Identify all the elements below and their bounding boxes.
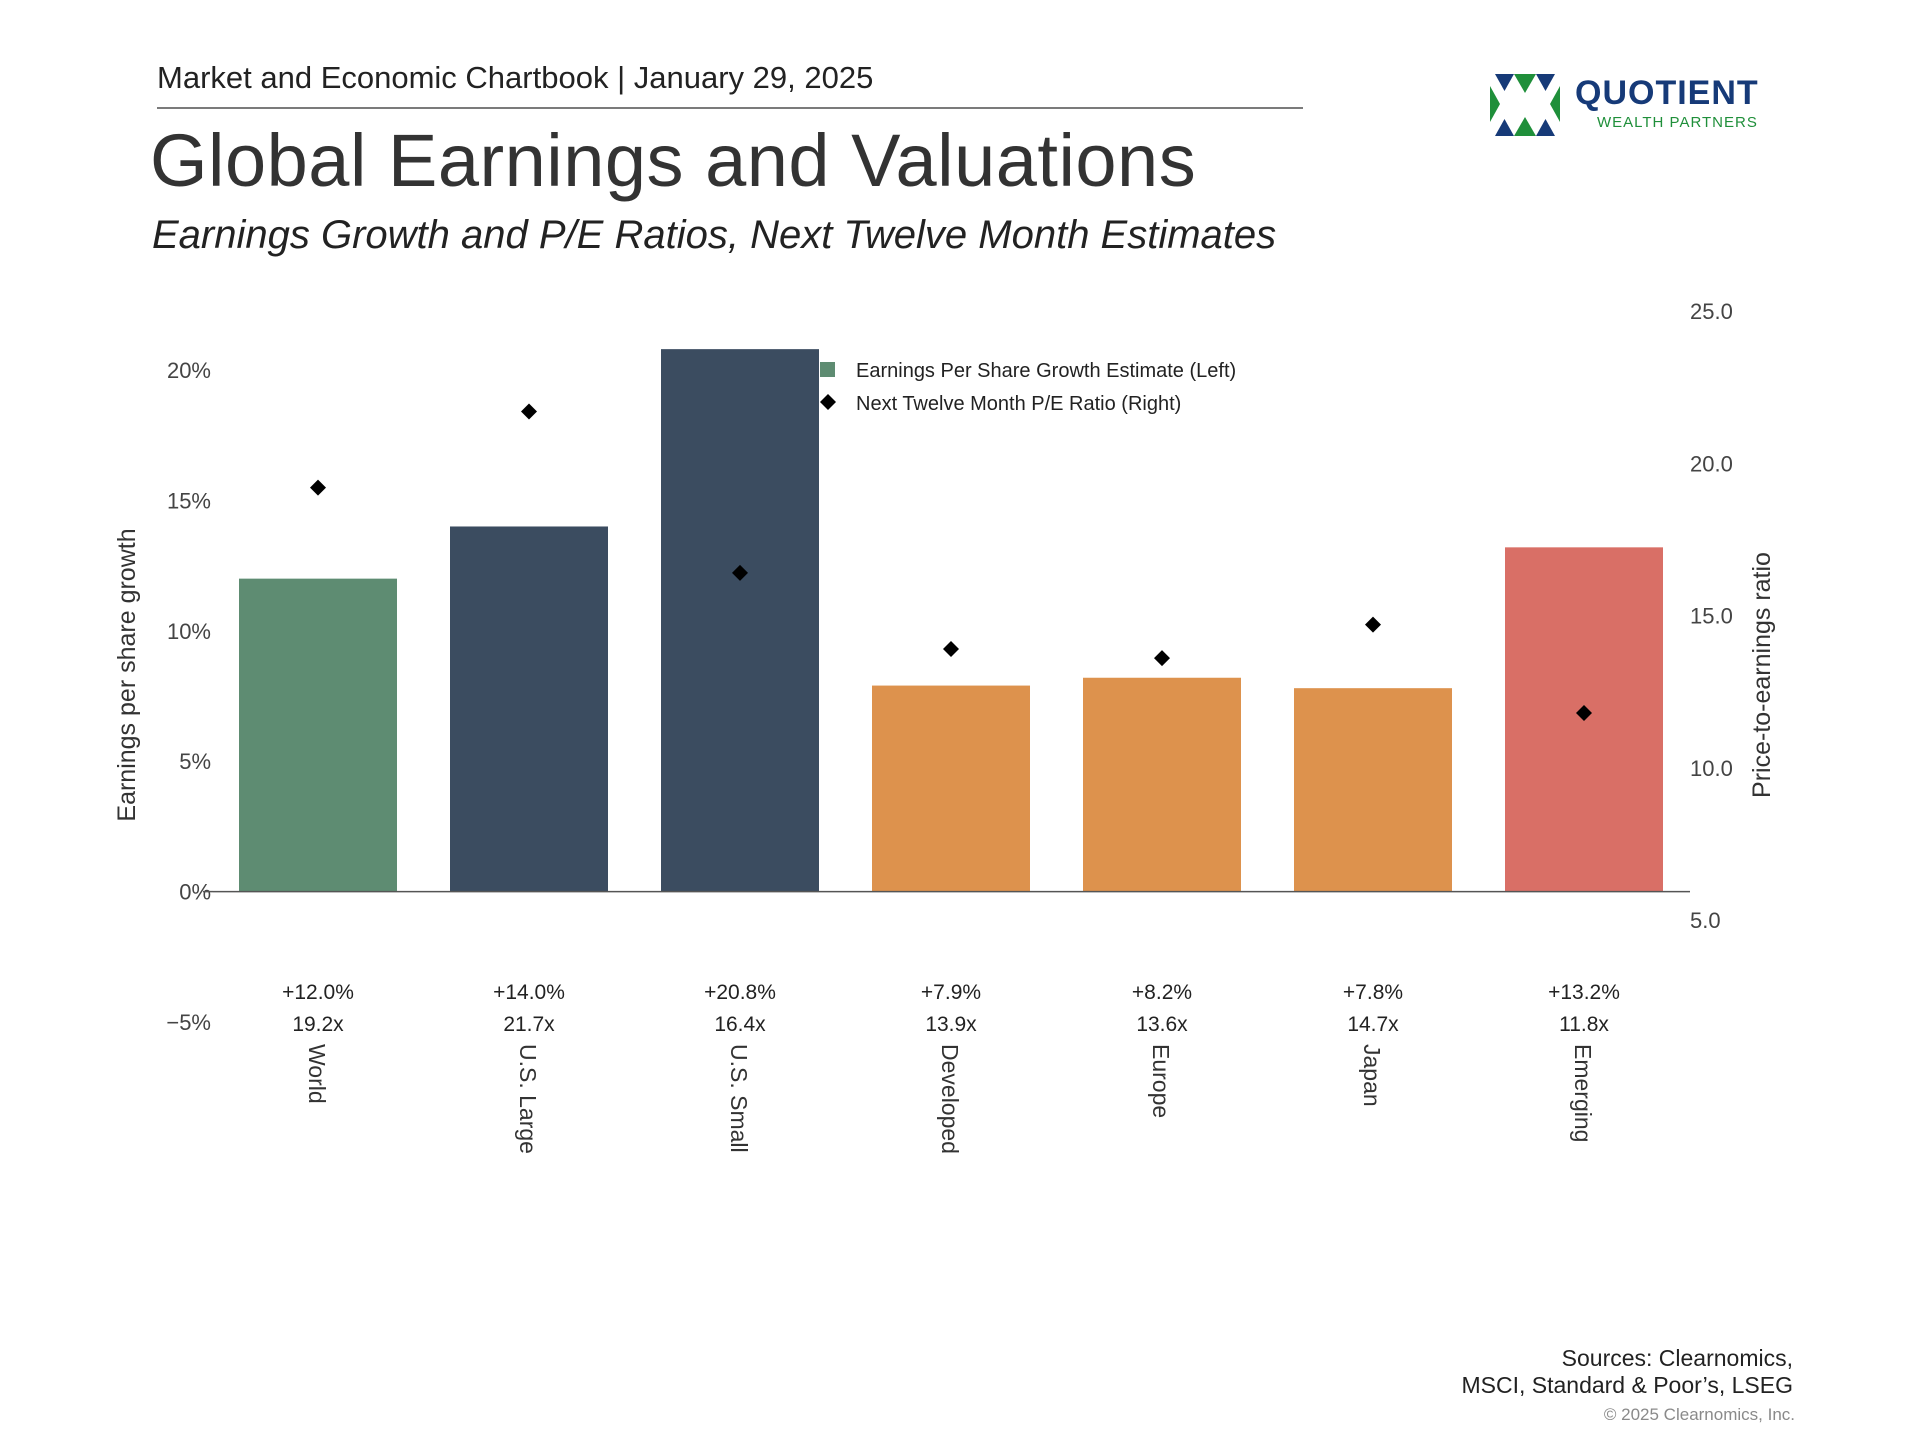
category-label: Developed [937, 1044, 963, 1154]
left-tick-label: 5% [179, 749, 211, 774]
eps-bar [661, 349, 819, 892]
sources-line-1: Sources: Clearnomics, [1561, 1345, 1793, 1371]
logo-tagline: WEALTH PARTNERS [1597, 114, 1758, 131]
eps-bar [1294, 688, 1452, 892]
pe-value-label: 13.9x [925, 1013, 977, 1036]
publication-date: January 29, 2025 [633, 60, 874, 95]
eps-value-label: +12.0% [282, 981, 354, 1004]
eps-value-label: +20.8% [704, 981, 776, 1004]
header-separator: | [617, 60, 626, 95]
eps-bar [239, 578, 397, 892]
left-tick-label: 20% [167, 358, 211, 383]
eps-value-label: +7.9% [921, 981, 981, 1004]
pe-value-label: 16.4x [714, 1013, 766, 1036]
pe-diamond [1154, 650, 1170, 667]
category-label: U.S. Small [726, 1044, 752, 1153]
pe-value-label: 11.8x [1559, 1013, 1609, 1036]
pe-diamond [1576, 704, 1592, 721]
pe-diamond [943, 640, 959, 657]
category-label: U.S. Large [515, 1044, 541, 1154]
right-tick-label: 10.0 [1690, 756, 1733, 781]
category-labels: +12.0% 19.2x World +14.0% 21.7x U.S. Large +20… [282, 981, 1620, 1154]
pe-value-label: 13.6x [1136, 1013, 1188, 1036]
pe-diamond [1365, 616, 1381, 633]
page-subtitle: Earnings Growth and P/E Ratios, Next Twe… [152, 213, 1277, 257]
copyright-note: © 2025 Clearnomics, Inc. [1603, 1405, 1795, 1424]
pe-diamond [732, 564, 748, 581]
eps-bar [872, 685, 1030, 892]
left-tick-label: 10% [167, 619, 211, 644]
right-axis-title: Price-to-earnings ratio [1748, 552, 1776, 798]
header-divider [157, 107, 1303, 109]
eps-bar [1083, 677, 1241, 892]
pe-diamond [521, 403, 537, 420]
logo-name: QUOTIENT [1575, 74, 1759, 112]
legend-swatch-pe [820, 394, 836, 410]
eps-bar [450, 526, 608, 892]
pe-value-label: 19.2x [292, 1013, 344, 1036]
eps-value-label: +8.2% [1132, 981, 1192, 1004]
right-axis-ticks: 25.0 20.0 15.0 10.0 5.0 [1690, 299, 1733, 933]
left-tick-label: −5% [166, 1010, 211, 1035]
eps-value-label: +7.8% [1343, 981, 1403, 1004]
sources-note: Sources: Clearnomics, MSCI, Standard & P… [1293, 1345, 1793, 1399]
sources-line-2: MSCI, Standard & Poor’s, LSEG [1461, 1372, 1793, 1398]
left-axis-title: Earnings per share growth [113, 528, 141, 821]
pe-value-label: 14.7x [1347, 1013, 1399, 1036]
page-title: Global Earnings and Valuations [150, 119, 1197, 202]
right-tick-label: 5.0 [1690, 908, 1721, 933]
eps-value-label: +13.2% [1548, 981, 1620, 1004]
legend-label-pe: Next Twelve Month P/E Ratio (Right) [856, 393, 1181, 415]
right-tick-label: 15.0 [1690, 604, 1733, 629]
category-label: World [304, 1044, 330, 1104]
eps-value-label: +14.0% [493, 981, 565, 1004]
pe-value-label: 21.7x [503, 1013, 555, 1036]
legend-swatch-eps [820, 362, 835, 377]
category-label: Europe [1148, 1044, 1174, 1118]
company-logo: QUOTIENT WEALTH PARTNERS [1490, 74, 1780, 140]
category-label: Japan [1359, 1044, 1385, 1107]
category-label: Emerging [1570, 1044, 1596, 1142]
left-tick-label: 15% [167, 488, 211, 513]
pe-ratio-markers [310, 403, 1592, 721]
legend-label-eps: Earnings Per Share Growth Estimate (Left… [856, 360, 1236, 382]
right-tick-label: 25.0 [1690, 299, 1733, 324]
chartbook-header: Market and Economic Chartbook | January … [157, 60, 873, 96]
publication-name: Market and Economic Chartbook [157, 60, 609, 95]
left-axis-ticks: 20%15%10%5%0%−5% [166, 358, 213, 1035]
quotient-logo-icon [1490, 74, 1560, 136]
pe-diamond [310, 479, 326, 496]
right-tick-label: 20.0 [1690, 451, 1733, 476]
eps-growth-bars [239, 349, 1663, 892]
chart-legend: Earnings Per Share Growth Estimate (Left… [820, 360, 1236, 415]
